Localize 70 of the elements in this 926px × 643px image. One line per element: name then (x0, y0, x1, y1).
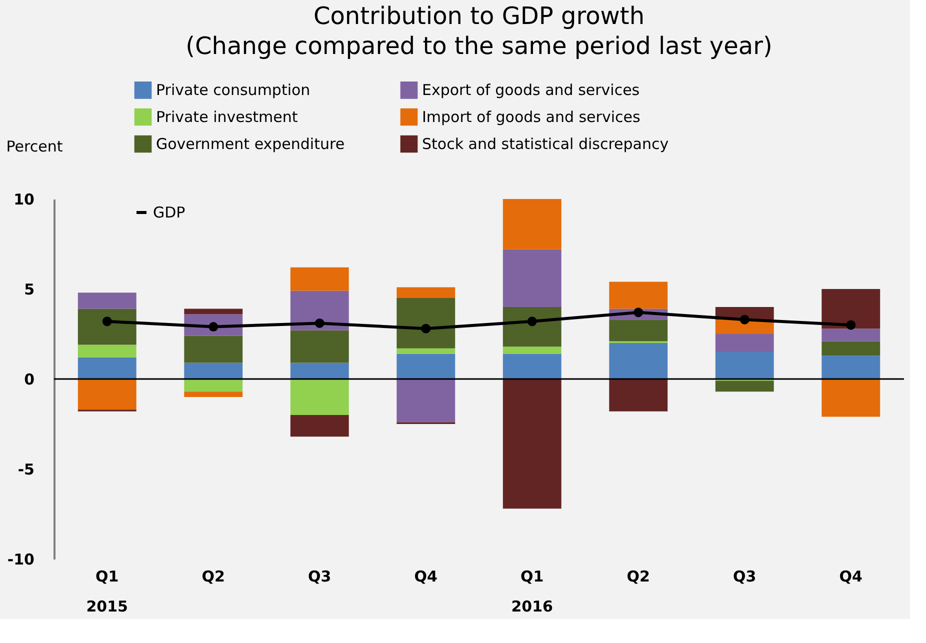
point (314, 318, 324, 328)
legend-label: Private consumption (156, 81, 310, 100)
y-tick-label: -10 (7, 550, 34, 568)
x-tick-label: Q1 2015 (86, 568, 128, 616)
bar (184, 379, 243, 392)
bar (609, 320, 668, 342)
bar (502, 354, 562, 379)
y-tick-label: 0 (24, 370, 34, 388)
bar (290, 290, 349, 330)
bar (78, 308, 136, 345)
bar (78, 344, 136, 358)
legend-label: Stock and statistical discrepancy (422, 135, 669, 153)
bar (502, 307, 562, 347)
bar (396, 354, 456, 379)
bar (715, 334, 774, 352)
point (740, 314, 750, 324)
point (634, 308, 644, 318)
x-tick-label: Q3 (308, 568, 332, 586)
legend-label: Private investment (156, 108, 298, 126)
bar (290, 415, 349, 437)
point (527, 316, 537, 326)
bar (290, 330, 349, 363)
bar (822, 356, 880, 379)
bar (822, 341, 880, 356)
bar (609, 379, 668, 412)
bar (396, 287, 456, 298)
text: Contribution to GDP growth (313, 2, 645, 30)
x-tick-label: Q2 (626, 568, 650, 586)
y-tick-label: -5 (18, 460, 34, 478)
bar (822, 289, 880, 329)
bar (396, 298, 456, 348)
x-tick-label: Q2 (202, 568, 225, 586)
bar (290, 267, 349, 291)
bar (184, 336, 243, 363)
bar (502, 199, 562, 250)
bar (184, 392, 243, 397)
y-tick-label: 10 (14, 190, 34, 208)
bar (396, 348, 456, 354)
x-tick-label: Q4 (839, 568, 862, 586)
point (846, 320, 856, 330)
bar (396, 379, 456, 422)
bar (502, 346, 562, 354)
point (102, 316, 112, 326)
bar (290, 362, 349, 379)
bar (715, 380, 774, 392)
x-tick-label: Q1 2016 (511, 568, 553, 616)
bar (290, 379, 349, 415)
legend-label: Government expenditure (156, 135, 345, 153)
point (208, 322, 218, 332)
bar (715, 352, 774, 379)
bar (822, 328, 880, 342)
y-tick-label: 5 (24, 280, 34, 298)
legend-label: Import of goods and services (422, 108, 640, 126)
bar (78, 292, 136, 309)
bar (609, 343, 668, 379)
x-tick-label: Q3 (733, 568, 756, 586)
point (421, 324, 431, 334)
legend-label: GDP (153, 204, 186, 222)
x-tick-label: Q4 (414, 568, 438, 586)
text: (Change compared to the same period last year) (186, 32, 772, 60)
bar (184, 308, 243, 314)
legend-label: Export of goods and services (422, 81, 640, 100)
bar (502, 249, 562, 307)
bar (184, 362, 243, 379)
bar (502, 379, 562, 509)
bar (609, 282, 668, 309)
bar (78, 379, 136, 410)
bar (78, 357, 136, 379)
bar (822, 379, 880, 417)
y-axis-title: Percent (6, 138, 63, 156)
